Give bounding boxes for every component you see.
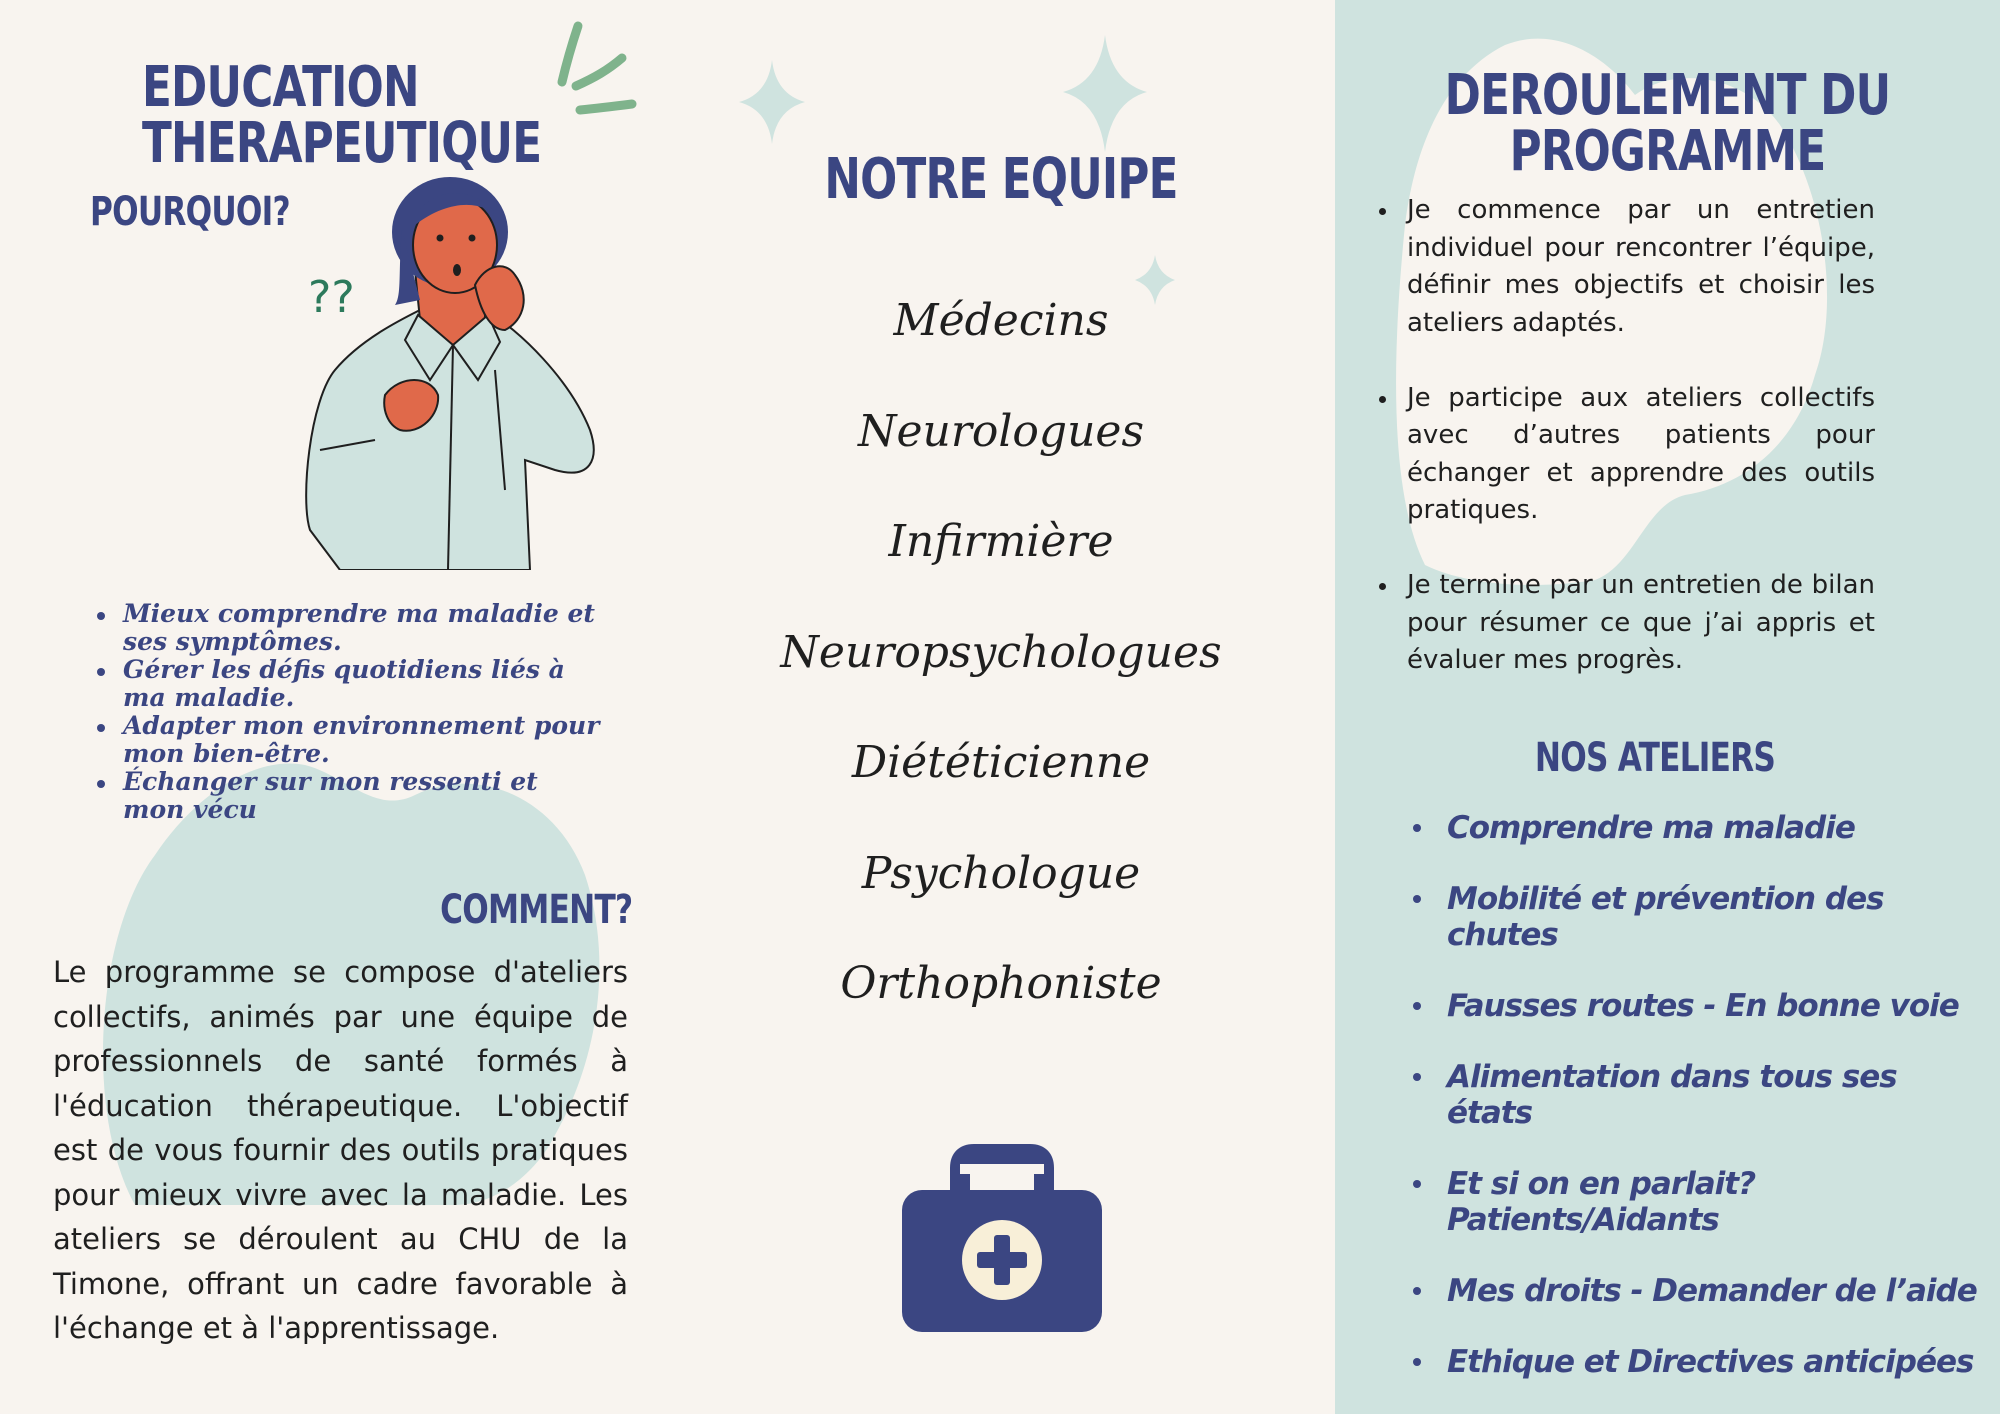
right-panel: DEROULEMENT DU PROGRAMME Je commence par… [1335, 0, 2000, 1414]
background-blob [1396, 38, 1828, 585]
workshop-item: Et si on en parlait? Patients/Aidants [1413, 1166, 1987, 1238]
question-marks-icon: ?? [308, 272, 355, 323]
why-list-item: Gérer les défis quotidiens liés à ma mal… [97, 656, 607, 712]
why-list-item: Mieux comprendre ma maladie et ses sympt… [97, 600, 607, 656]
team-member: Neurologues [857, 405, 1145, 457]
why-list: Mieux comprendre ma maladie et ses sympt… [97, 600, 607, 824]
team-list: Médecins Neurologues Infirmière Neuropsy… [667, 287, 1335, 1061]
workshop-item: Ethique et Directives anticipées [1413, 1344, 1987, 1380]
workshops-heading: NOS ATELIERS [1534, 735, 1776, 781]
team-member: Orthophoniste [840, 958, 1162, 1009]
team-member: Médecins [893, 295, 1109, 346]
title-line: DEROULEMENT DU [1444, 63, 1891, 128]
title-line: PROGRAMME [1509, 119, 1827, 184]
team-member: Infirmière [888, 516, 1114, 567]
background-blob [102, 763, 600, 1205]
why-list-item: Échanger sur mon ressenti et mon vécu [97, 768, 607, 824]
first-aid-kit-icon [902, 1144, 1102, 1332]
education-title: EDUCATION THERAPEUTIQUE [142, 55, 542, 176]
workshops-list: Comprendre ma maladie Mobilité et préven… [1413, 810, 1987, 1414]
program-step: Je participe aux ateliers collectifs ave… [1379, 380, 1875, 530]
workshop-item: Mobilité et prévention des chutes [1413, 881, 1987, 953]
workshop-item: Mes droits - Demander de l’aide [1413, 1273, 1987, 1309]
thinking-woman-illustration [305, 177, 595, 570]
title-line: THERAPEUTIQUE [142, 111, 542, 176]
program-step: Je commence par un entretien individuel … [1379, 192, 1875, 342]
why-list-item: Adapter mon environnement pour mon bien-… [97, 712, 607, 768]
how-paragraph: Le programme se compose d'ateliers colle… [53, 955, 628, 1345]
program-step: Je termine par un entretien de bilan pou… [1379, 567, 1875, 680]
title-line: EDUCATION [142, 55, 420, 120]
program-title: DEROULEMENT DU PROGRAMME [1408, 68, 1927, 180]
team-member: Neuropsychologues [780, 626, 1222, 678]
how-heading: COMMENT? [439, 887, 633, 933]
middle-panel: NOTRE EQUIPE Médecins Neurologues Infirm… [667, 0, 1335, 1414]
decorative-strokes-icon [557, 21, 637, 115]
team-member: Diététicienne [851, 737, 1151, 788]
team-heading: NOTRE EQUIPE [824, 147, 1178, 212]
left-panel: EDUCATION THERAPEUTIQUE POURQUOI? ?? Mie… [0, 0, 667, 1414]
workshop-item: Comprendre ma maladie [1413, 810, 1987, 846]
program-steps-list: Je commence par un entretien individuel … [1379, 192, 1875, 717]
workshop-item: Fausses routes - En bonne voie [1413, 988, 1987, 1024]
sparkles-icon [739, 35, 1175, 305]
why-heading: POURQUOI? [90, 189, 291, 235]
workshop-item: Alimentation dans tous ses états [1413, 1059, 1987, 1131]
team-member: Psychologue [861, 847, 1141, 899]
